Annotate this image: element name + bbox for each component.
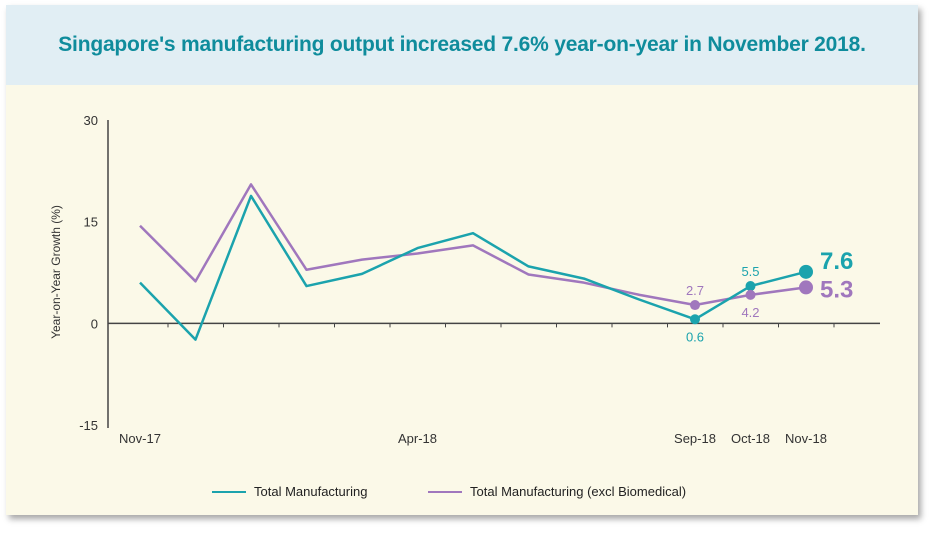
x-tick-label: Sep-18	[674, 431, 716, 446]
series-line-excl	[139, 183, 807, 307]
y-tick-label: 15	[84, 215, 98, 230]
data-point	[690, 314, 700, 325]
legend-swatch-total	[212, 490, 246, 493]
y-axis-label: Year-on-Year Growth (%)	[49, 205, 63, 339]
data-label: 0.6	[686, 329, 704, 344]
x-tick-label: Nov-17	[119, 431, 161, 446]
data-point	[799, 280, 813, 295]
y-tick-label: -15	[79, 418, 98, 433]
x-tick-label: Apr-18	[398, 431, 437, 446]
data-label: 4.2	[741, 305, 759, 320]
legend: Total Manufacturing Total Manufacturing …	[0, 484, 933, 504]
title-banner: Singapore's manufacturing output increas…	[6, 5, 918, 85]
legend-swatch-excl	[428, 490, 462, 493]
legend-item-excl: Total Manufacturing (excl Biomedical)	[428, 484, 686, 499]
chart-title: Singapore's manufacturing output increas…	[58, 33, 866, 56]
y-tick-label: 30	[84, 113, 98, 128]
legend-label-excl: Total Manufacturing (excl Biomedical)	[470, 484, 687, 499]
data-label: 7.6	[820, 248, 853, 275]
data-point	[745, 281, 756, 292]
data-point	[799, 264, 813, 279]
data-label: 2.7	[686, 283, 704, 298]
x-tick-label: Nov-18	[785, 431, 827, 446]
data-point	[690, 300, 700, 311]
legend-item-total: Total Manufacturing	[212, 484, 367, 499]
data-label: 5.5	[741, 264, 759, 279]
data-label: 5.3	[820, 276, 853, 303]
legend-label-total: Total Manufacturing	[254, 484, 368, 499]
series-line-total	[139, 194, 807, 341]
chart-card: Singapore's manufacturing output increas…	[6, 5, 918, 515]
data-point	[745, 289, 756, 300]
y-tick-label: 0	[91, 316, 98, 331]
x-tick-label: Oct-18	[731, 431, 770, 446]
